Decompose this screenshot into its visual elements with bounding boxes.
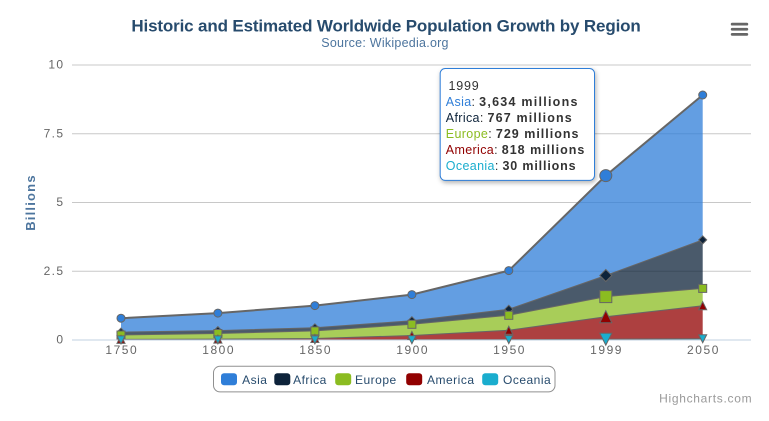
svg-text:Asia: Asia bbox=[242, 373, 267, 387]
svg-text:1900: 1900 bbox=[396, 343, 429, 357]
svg-text:America: 818 millions: America: 818 millions bbox=[446, 143, 586, 157]
svg-text:1999: 1999 bbox=[449, 79, 480, 93]
svg-text:1850: 1850 bbox=[299, 343, 332, 357]
svg-text:Oceania: 30 millions: Oceania: 30 millions bbox=[446, 159, 577, 173]
svg-text:Highcharts.com: Highcharts.com bbox=[659, 392, 752, 406]
svg-text:1999: 1999 bbox=[590, 343, 623, 357]
svg-text:1750: 1750 bbox=[105, 343, 138, 357]
svg-text:1950: 1950 bbox=[493, 343, 526, 357]
svg-text:Billions: Billions bbox=[23, 174, 38, 231]
svg-text:Africa: 767 millions: Africa: 767 millions bbox=[446, 111, 573, 125]
svg-text:2.5: 2.5 bbox=[44, 264, 65, 278]
svg-text:Europe: Europe bbox=[355, 373, 397, 387]
svg-text:1800: 1800 bbox=[202, 343, 235, 357]
svg-text:7.5: 7.5 bbox=[44, 126, 65, 140]
svg-text:5: 5 bbox=[56, 195, 64, 209]
svg-text:Europe: 729 millions: Europe: 729 millions bbox=[446, 127, 580, 141]
svg-text:Source: Wikipedia.org: Source: Wikipedia.org bbox=[321, 36, 449, 50]
svg-text:Africa: Africa bbox=[293, 373, 327, 387]
svg-text:10: 10 bbox=[48, 58, 64, 72]
svg-text:2050: 2050 bbox=[687, 343, 720, 357]
svg-text:Oceania: Oceania bbox=[503, 373, 551, 387]
svg-text:Asia: 3,634 millions: Asia: 3,634 millions bbox=[446, 95, 579, 109]
svg-text:0: 0 bbox=[56, 333, 64, 347]
svg-text:America: America bbox=[427, 373, 475, 387]
svg-text:Historic and Estimated Worldwi: Historic and Estimated Worldwide Populat… bbox=[131, 17, 640, 36]
